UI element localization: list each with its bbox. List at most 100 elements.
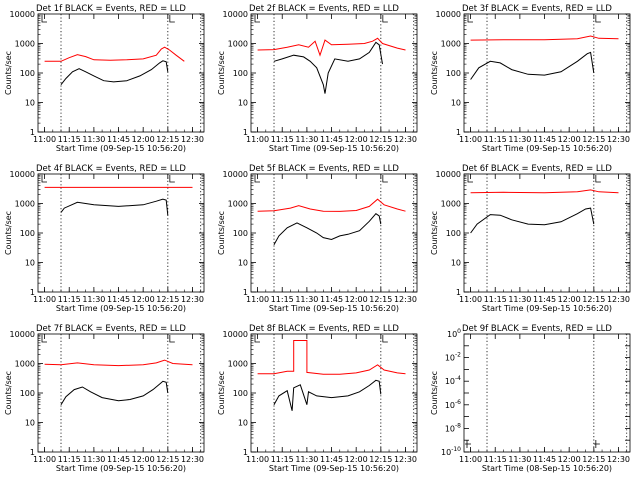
bracket-marker-left <box>41 335 47 343</box>
x-tick-label: 11:45 <box>533 295 556 304</box>
y-tick-label: 1 <box>456 288 461 297</box>
events-rate-line <box>60 60 169 86</box>
x-tick-label: 12:00 <box>345 135 368 144</box>
panel-title: Det 4f BLACK = Events, RED = LLD <box>36 164 186 174</box>
x-tick-label: 12:30 <box>181 455 204 464</box>
panel-det-3: Det 3f BLACK = Events, RED = LLD Counts/s… <box>430 4 631 153</box>
x-tick-label: 11:00 <box>459 295 482 304</box>
y-tick-label: 10000 <box>223 170 248 179</box>
panel-title: Det 5f BLACK = Events, RED = LLD <box>249 164 399 174</box>
y-tick-label: 10-6 <box>445 399 461 410</box>
y-tick-label: 10 <box>451 99 461 108</box>
events-rate-line <box>273 379 382 411</box>
x-tick-label: 12:15 <box>369 295 392 304</box>
x-tick-label: 12:00 <box>558 295 581 304</box>
y-tick-label: 1000 <box>441 200 461 209</box>
panel-det-7: Det 7f BLACK = Events, RED = LLD Counts/s… <box>4 324 205 473</box>
x-axis-label: Start Time (08-Sep-15 10:56:20) <box>482 464 612 473</box>
panel-det-5: Det 5f BLACK = Events, RED = LLD Counts/s… <box>217 164 418 313</box>
y-tick-label: 1000 <box>228 360 248 369</box>
x-tick-label: 12:15 <box>369 135 392 144</box>
x-tick-label: 11:00 <box>459 455 482 464</box>
x-tick-label: 11:15 <box>271 455 294 464</box>
panel-title: Det 2f BLACK = Events, RED = LLD <box>249 4 399 14</box>
y-tick-label: 10000 <box>436 10 461 19</box>
lld-rate-line <box>470 189 619 194</box>
y-tick-label: 100 <box>233 389 248 398</box>
y-tick-label: 100 <box>446 229 461 238</box>
x-tick-label: 12:30 <box>394 455 417 464</box>
x-tick-label: 12:30 <box>607 135 630 144</box>
panel-title: Det 7f BLACK = Events, RED = LLD <box>36 324 186 334</box>
y-tick-label: 10-10 <box>441 446 461 457</box>
plot-frame <box>250 173 418 293</box>
plot-frame <box>37 333 205 453</box>
x-tick-label: 12:15 <box>156 455 179 464</box>
y-tick-label: 10 <box>238 99 248 108</box>
y-tick-label: 10 <box>25 419 35 428</box>
bracket-marker <box>382 15 388 23</box>
x-tick-label: 11:30 <box>508 135 531 144</box>
x-tick-label: 11:00 <box>459 135 482 144</box>
y-axis-label: Counts/sec <box>217 51 226 95</box>
x-tick-label: 12:15 <box>156 135 179 144</box>
x-tick-label: 11:15 <box>484 295 507 304</box>
y-tick-label: 1000 <box>15 40 35 49</box>
bracket-marker-left <box>467 175 473 183</box>
y-tick-label: 100 <box>446 69 461 78</box>
lld-rate-line <box>257 340 406 375</box>
panel-title: Det 6f BLACK = Events, RED = LLD <box>462 164 612 174</box>
x-tick-label: 11:15 <box>58 455 81 464</box>
bracket-marker <box>595 15 601 23</box>
x-axis-label: Start Time (09-Sep-15 10:56:20) <box>56 464 186 473</box>
y-tick-label: 1000 <box>15 200 35 209</box>
y-axis-label: Counts/sec <box>430 51 439 95</box>
x-axis-label: Start Time (09-Sep-15 10:56:20) <box>269 464 399 473</box>
x-tick-label: 12:00 <box>558 135 581 144</box>
y-tick-label: 1 <box>243 128 248 137</box>
y-tick-label: 1 <box>243 288 248 297</box>
x-tick-label: 12:15 <box>582 135 605 144</box>
lld-rate-line <box>257 37 406 57</box>
x-tick-label: 11:30 <box>82 135 105 144</box>
events-rate-line <box>273 41 383 94</box>
x-tick-label: 11:15 <box>484 455 507 464</box>
x-tick-label: 11:15 <box>58 295 81 304</box>
x-tick-label: 12:00 <box>558 455 581 464</box>
events-rate-line <box>470 51 595 80</box>
x-tick-label: 12:30 <box>181 295 204 304</box>
y-tick-label: 10000 <box>223 330 248 339</box>
x-tick-label: 11:00 <box>246 135 269 144</box>
x-tick-label: 11:00 <box>33 135 56 144</box>
x-tick-label: 12:15 <box>582 295 605 304</box>
x-tick-label: 11:45 <box>320 135 343 144</box>
y-tick-label: 100 <box>20 229 35 238</box>
x-tick-label: 11:30 <box>295 295 318 304</box>
x-tick-label: 11:30 <box>508 295 531 304</box>
plot-frame <box>37 173 205 293</box>
x-tick-label: 12:00 <box>132 295 155 304</box>
bracket-marker <box>169 175 175 183</box>
x-tick-label: 11:00 <box>246 295 269 304</box>
y-tick-label: 100 <box>20 69 35 78</box>
bracket-marker-left <box>465 440 471 448</box>
x-tick-label: 11:30 <box>82 295 105 304</box>
bracket-marker <box>382 335 388 343</box>
events-rate-line <box>60 380 169 405</box>
x-axis-label: Start Time (09-Sep-15 10:56:20) <box>482 144 612 153</box>
x-tick-label: 12:00 <box>345 295 368 304</box>
x-tick-label: 12:30 <box>607 455 630 464</box>
y-tick-label: 1000 <box>228 200 248 209</box>
bracket-marker <box>595 175 601 183</box>
x-tick-label: 11:15 <box>484 135 507 144</box>
panel-det-9: Det 9f BLACK = Events, RED = LLD Counts/s… <box>430 324 631 473</box>
y-tick-label: 1 <box>243 448 248 457</box>
bracket-marker-left <box>254 175 260 183</box>
y-axis-label: Counts/sec <box>4 211 13 255</box>
bracket-marker <box>593 440 600 448</box>
x-tick-label: 12:30 <box>394 135 417 144</box>
y-tick-label: 10000 <box>10 330 35 339</box>
panel-det-1: Det 1f BLACK = Events, RED = LLD Counts/s… <box>4 4 205 153</box>
plot-frame <box>37 13 205 133</box>
